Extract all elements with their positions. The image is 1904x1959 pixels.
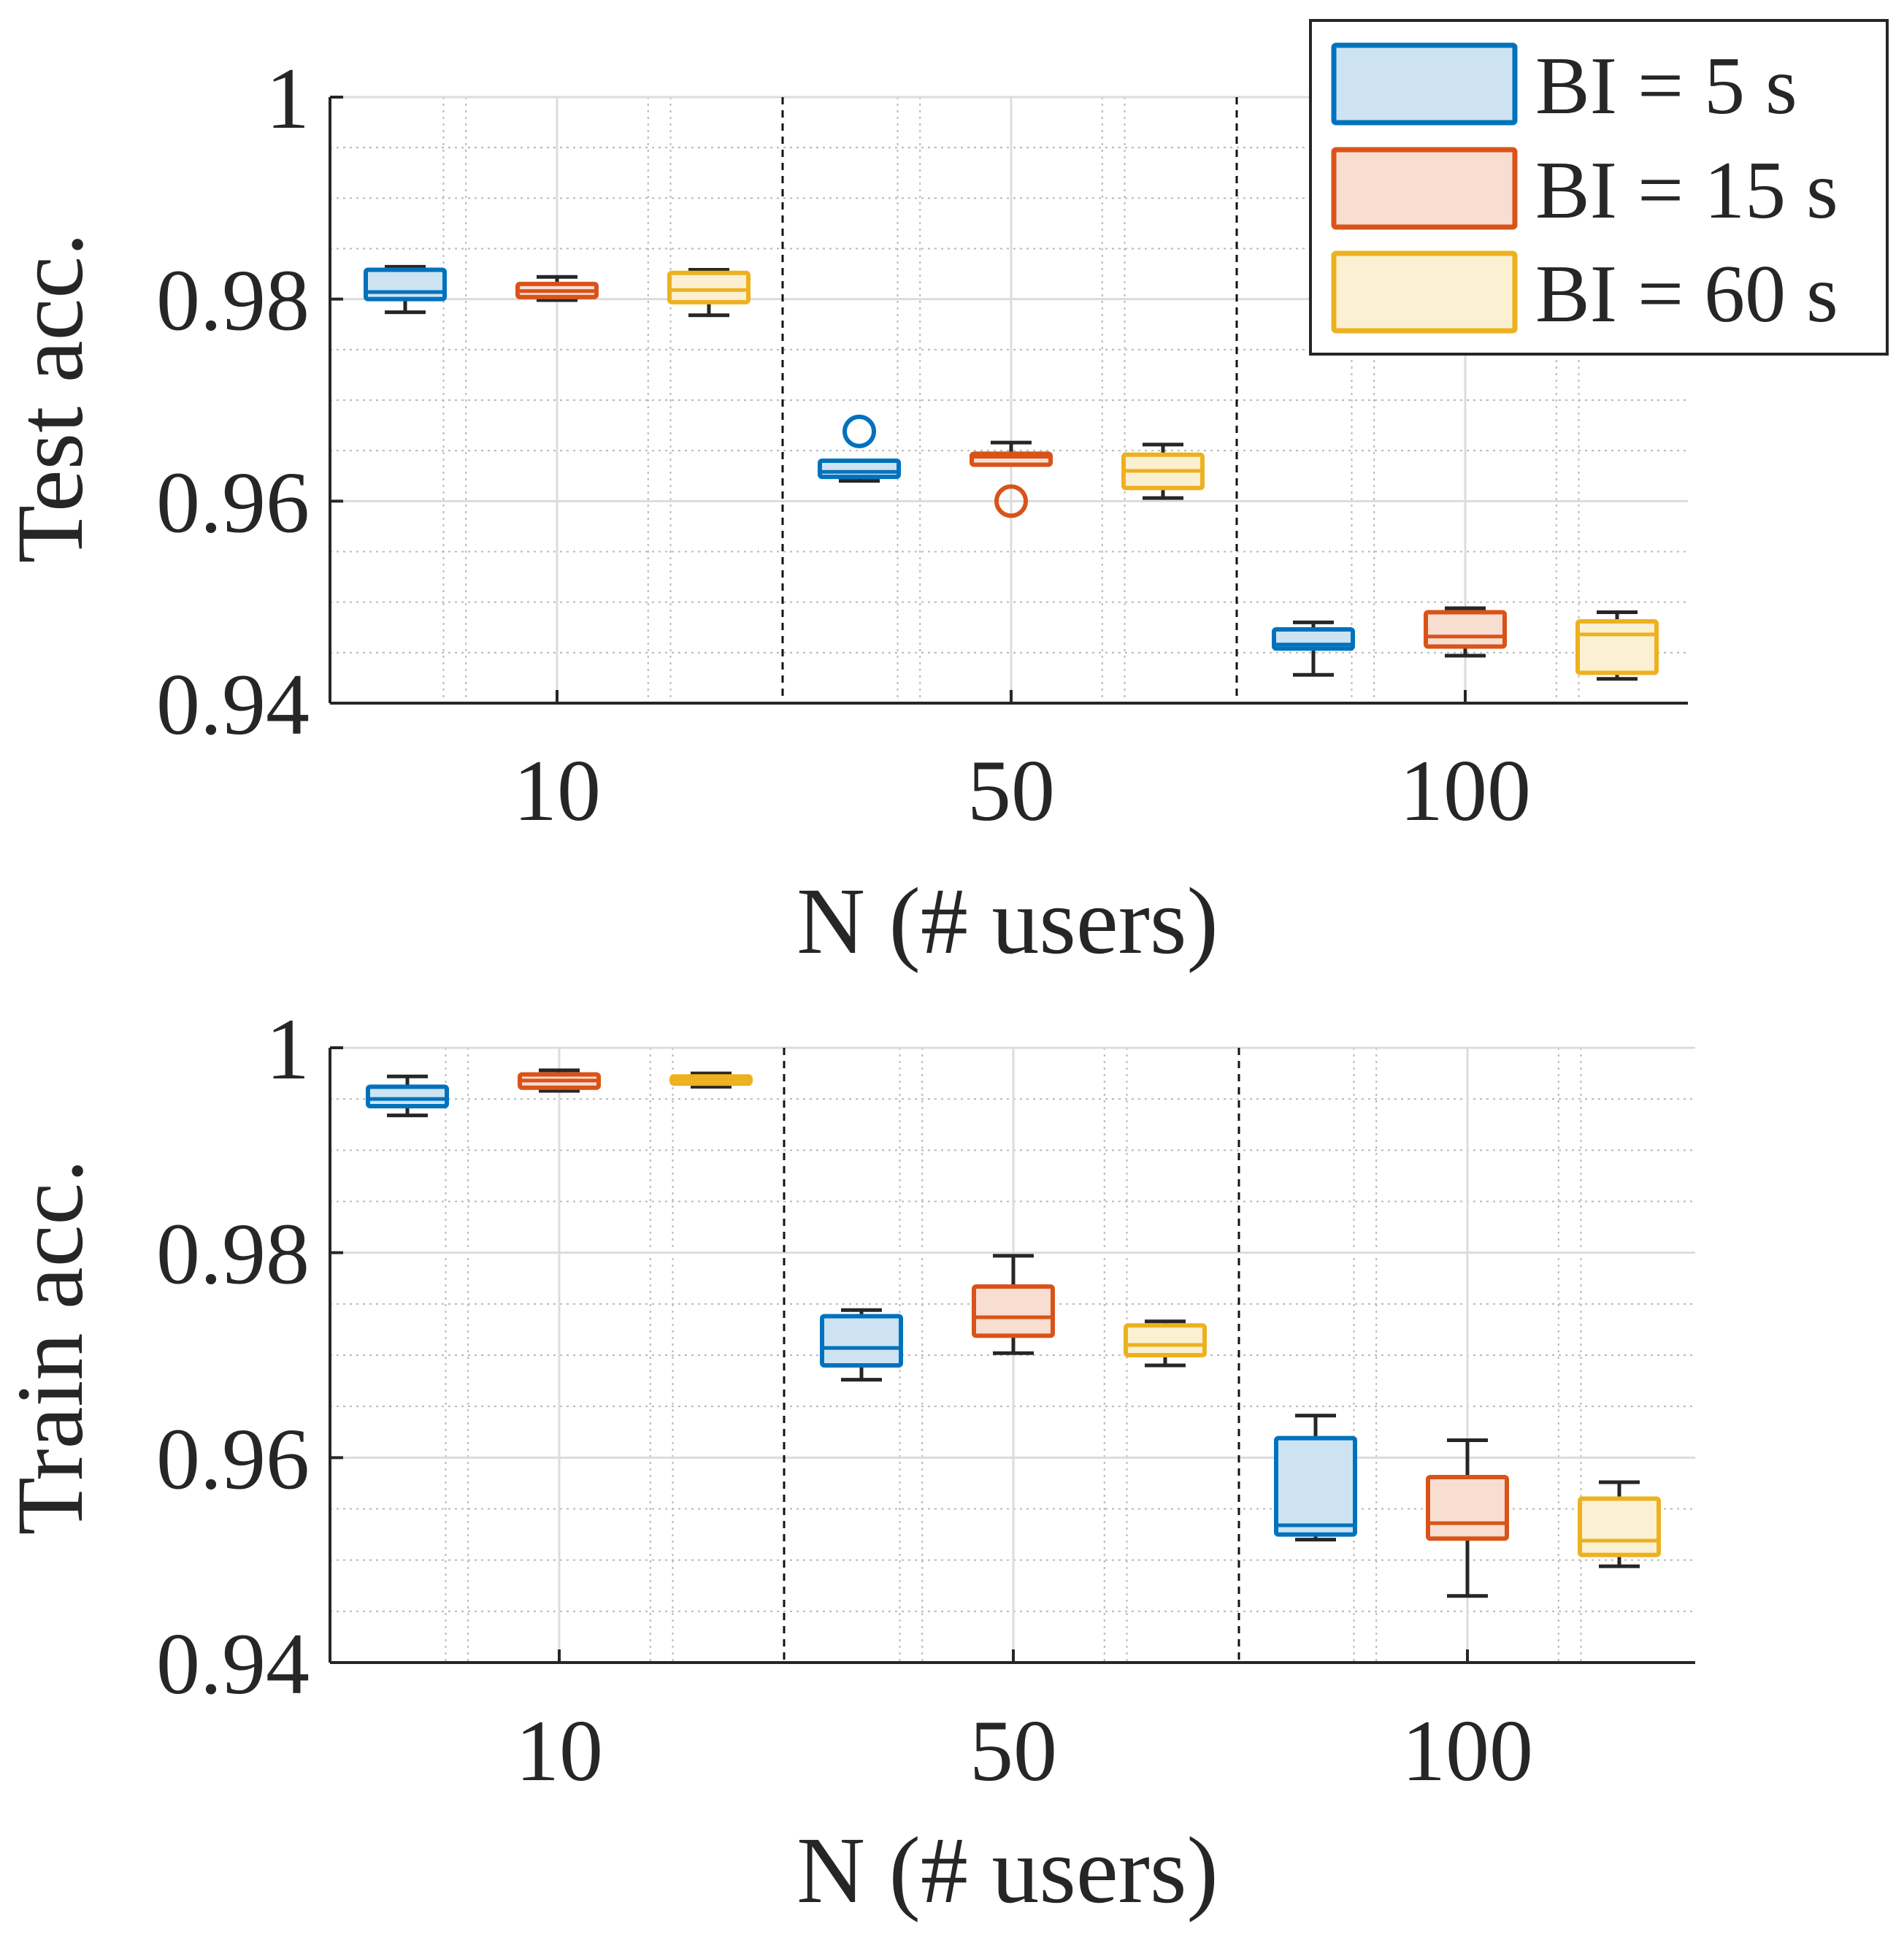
y-tick-label: 0.96 [156,1410,310,1507]
boxplot-bi-5-s-n50 [818,414,901,483]
boxplot-bi-60-s-n10 [667,268,751,318]
boxplot-bi-15-s-n100 [1424,606,1507,658]
x-tick-label: 100 [1402,1702,1533,1799]
box [1575,618,1659,675]
legend-swatch-bi-15s [1331,147,1518,230]
y-tick-label: 0.94 [156,656,310,753]
box [818,459,901,480]
x-axis-title: N (# users) [796,1818,1218,1923]
y-tick-label: 0.96 [156,453,310,551]
boxplot-bi-15-s-n50 [970,440,1053,518]
boxplot-bi-15-s-n10 [515,275,599,302]
boxplot-bi-15-s-n50 [972,1254,1055,1355]
boxplot-bi-60-s-n10 [669,1071,753,1089]
box [1426,1474,1509,1541]
box [972,1284,1055,1338]
legend-label-bi-60s: BI = 60 s [1535,249,1838,340]
box [364,267,447,302]
legend-swatch-bi-5s [1331,42,1518,126]
x-axis-title: N (# users) [796,869,1218,974]
boxplot-bi-60-s-n100 [1575,610,1659,681]
boxplot-bi-15-s-n100 [1426,1438,1509,1598]
x-tick-label: 50 [967,742,1055,839]
y-tick-label: 0.94 [156,1615,310,1712]
train-accuracy-panel: Train acc. N (# users) 0.94 0.96 0.98 1 10 50… [0,1000,1695,1923]
x-tick-label: 10 [515,1702,603,1799]
x-tick-label: 50 [970,1702,1057,1799]
box [1274,1435,1357,1537]
boxplot-bi-60-s-n50 [1124,1319,1207,1368]
box [1124,1323,1207,1358]
x-tick-label: 100 [1400,742,1531,839]
y-tick-label: 0.98 [156,252,310,349]
boxplot-bi-5-s-n10 [366,1074,449,1118]
y-axis-title: Test acc. [0,233,103,564]
boxplot-bi-60-s-n50 [1121,442,1205,500]
boxplot-bi-60-s-n100 [1578,1480,1661,1568]
box [1578,1496,1661,1557]
legend-swatch-bi-60s [1331,250,1518,334]
boxplot-bi-5-s-n100 [1274,1414,1357,1542]
y-tick-label: 1 [266,1000,310,1097]
box [667,270,751,304]
outlier-point [994,484,1028,518]
y-axis-title: Train acc. [0,1159,103,1535]
y-tick-label: 0.98 [156,1205,310,1303]
legend-label-bi-5s: BI = 5 s [1535,41,1797,131]
box [366,1084,449,1108]
boxplot-bi-15-s-n10 [518,1068,601,1093]
y-tick-label: 1 [266,50,310,147]
boxplot-bi-5-s-n50 [820,1308,903,1382]
x-tick-label: 10 [513,742,601,839]
outlier-point [842,414,876,448]
boxplot-bi-5-s-n10 [364,264,447,315]
box [820,1314,903,1368]
legend: BI = 5 s BI = 15 s BI = 60 s [1309,19,1889,356]
legend-label-bi-15s: BI = 15 s [1535,145,1838,236]
box [1424,610,1507,649]
boxplot-bi-5-s-n100 [1272,620,1355,677]
